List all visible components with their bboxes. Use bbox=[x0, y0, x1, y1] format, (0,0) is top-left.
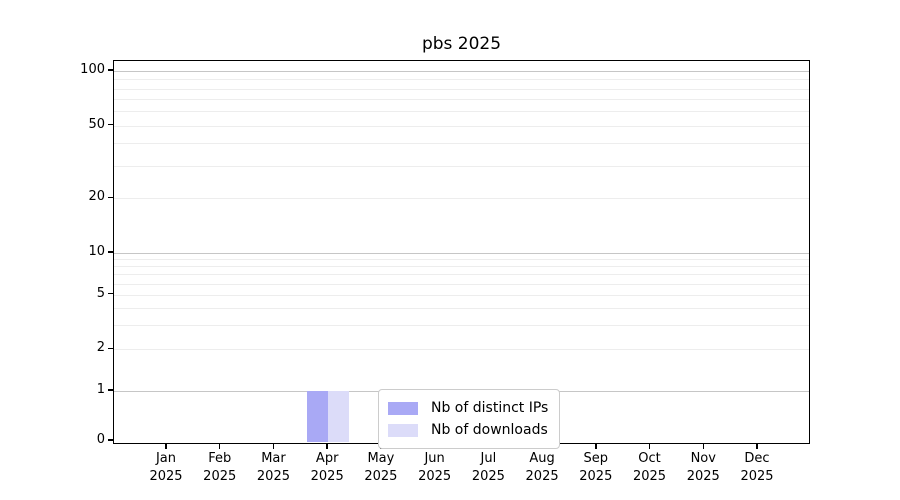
y-tick-1 bbox=[108, 389, 113, 391]
gridline-major-10 bbox=[114, 253, 809, 254]
x-tick-label-nov-2025: Nov 2025 bbox=[686, 451, 720, 484]
gridline-minor-60 bbox=[114, 111, 809, 113]
x-tick-label-mar-2025: Mar 2025 bbox=[256, 451, 290, 484]
legend: Nb of distinct IPs Nb of downloads bbox=[378, 389, 561, 449]
y-tick-50 bbox=[108, 124, 113, 126]
y-tick-5 bbox=[108, 292, 113, 295]
y-tick-label-50: 50 bbox=[88, 116, 105, 132]
gridline-minor-2 bbox=[114, 349, 809, 351]
gridline-minor-40 bbox=[114, 143, 809, 145]
gridline-minor-50 bbox=[114, 125, 809, 127]
y-tick-label-0: 0 bbox=[96, 432, 105, 447]
legend-item-downloads: Nb of downloads bbox=[388, 419, 548, 441]
x-tick-jan-2025 bbox=[165, 444, 167, 449]
x-tick-label-oct-2025: Oct 2025 bbox=[632, 451, 667, 484]
x-tick-label-may-2025: May 2025 bbox=[364, 451, 398, 484]
gridline-minor-5 bbox=[114, 294, 809, 296]
y-tick-label-5: 5 bbox=[96, 285, 105, 301]
y-tick-label-10: 10 bbox=[88, 244, 105, 259]
plot-area: Nb of distinct IPs Nb of downloads bbox=[113, 60, 810, 449]
y-tick-label-1: 1 bbox=[96, 382, 105, 397]
x-tick-label-dec-2025: Dec 2025 bbox=[740, 451, 774, 484]
chart-title: pbs 2025 bbox=[421, 34, 502, 54]
gridline-major-100 bbox=[114, 71, 809, 72]
gridline-minor-3 bbox=[114, 325, 809, 327]
gridline-minor-4 bbox=[114, 307, 809, 309]
legend-swatch-distinct-ips-icon bbox=[388, 401, 418, 415]
gridline-minor-90 bbox=[114, 79, 809, 81]
x-tick-label-jun-2025: Jun 2025 bbox=[418, 451, 452, 484]
y-tick-label-100: 100 bbox=[80, 62, 105, 77]
y-tick-20 bbox=[108, 196, 113, 198]
x-tick-label-apr-2025: Apr 2025 bbox=[310, 451, 344, 484]
x-tick-mar-2025 bbox=[272, 444, 275, 449]
legend-label-distinct-ips: Nb of distinct IPs bbox=[431, 400, 549, 416]
x-tick-feb-2025 bbox=[219, 444, 221, 449]
gridline-minor-6 bbox=[114, 283, 809, 285]
gridline-minor-70 bbox=[114, 99, 809, 101]
y-tick-2 bbox=[108, 347, 113, 350]
x-tick-apr-2025 bbox=[326, 444, 328, 449]
x-tick-label-feb-2025: Feb 2025 bbox=[203, 451, 237, 484]
x-tick-sep-2025 bbox=[595, 444, 597, 449]
gridline-minor-80 bbox=[114, 88, 809, 90]
gridline-minor-7 bbox=[114, 274, 809, 276]
x-tick-dec-2025 bbox=[756, 444, 758, 449]
y-tick-0 bbox=[108, 439, 113, 441]
bar-apr-2025-s0 bbox=[307, 391, 329, 442]
x-tick-label-jan-2025: Jan 2025 bbox=[149, 451, 183, 484]
x-tick-oct-2025 bbox=[648, 444, 651, 449]
y-tick-label-2: 2 bbox=[96, 340, 105, 356]
gridline-minor-20 bbox=[114, 198, 809, 200]
x-tick-label-aug-2025: Aug 2025 bbox=[525, 451, 559, 484]
x-tick-label-jul-2025: Jul 2025 bbox=[471, 451, 505, 484]
x-tick-nov-2025 bbox=[702, 444, 704, 449]
gridline-minor-9 bbox=[114, 259, 809, 261]
x-tick-label-sep-2025: Sep 2025 bbox=[579, 451, 613, 484]
y-tick-100 bbox=[108, 69, 113, 71]
y-tick-10 bbox=[108, 251, 113, 253]
legend-label-downloads: Nb of downloads bbox=[431, 422, 548, 438]
legend-swatch-downloads-icon bbox=[388, 423, 418, 437]
gridline-minor-30 bbox=[114, 166, 809, 168]
bar-apr-2025-s1 bbox=[328, 391, 350, 442]
gridline-minor-8 bbox=[114, 266, 809, 268]
legend-item-distinct-ips: Nb of distinct IPs bbox=[388, 397, 548, 419]
y-tick-label-20: 20 bbox=[88, 189, 105, 205]
